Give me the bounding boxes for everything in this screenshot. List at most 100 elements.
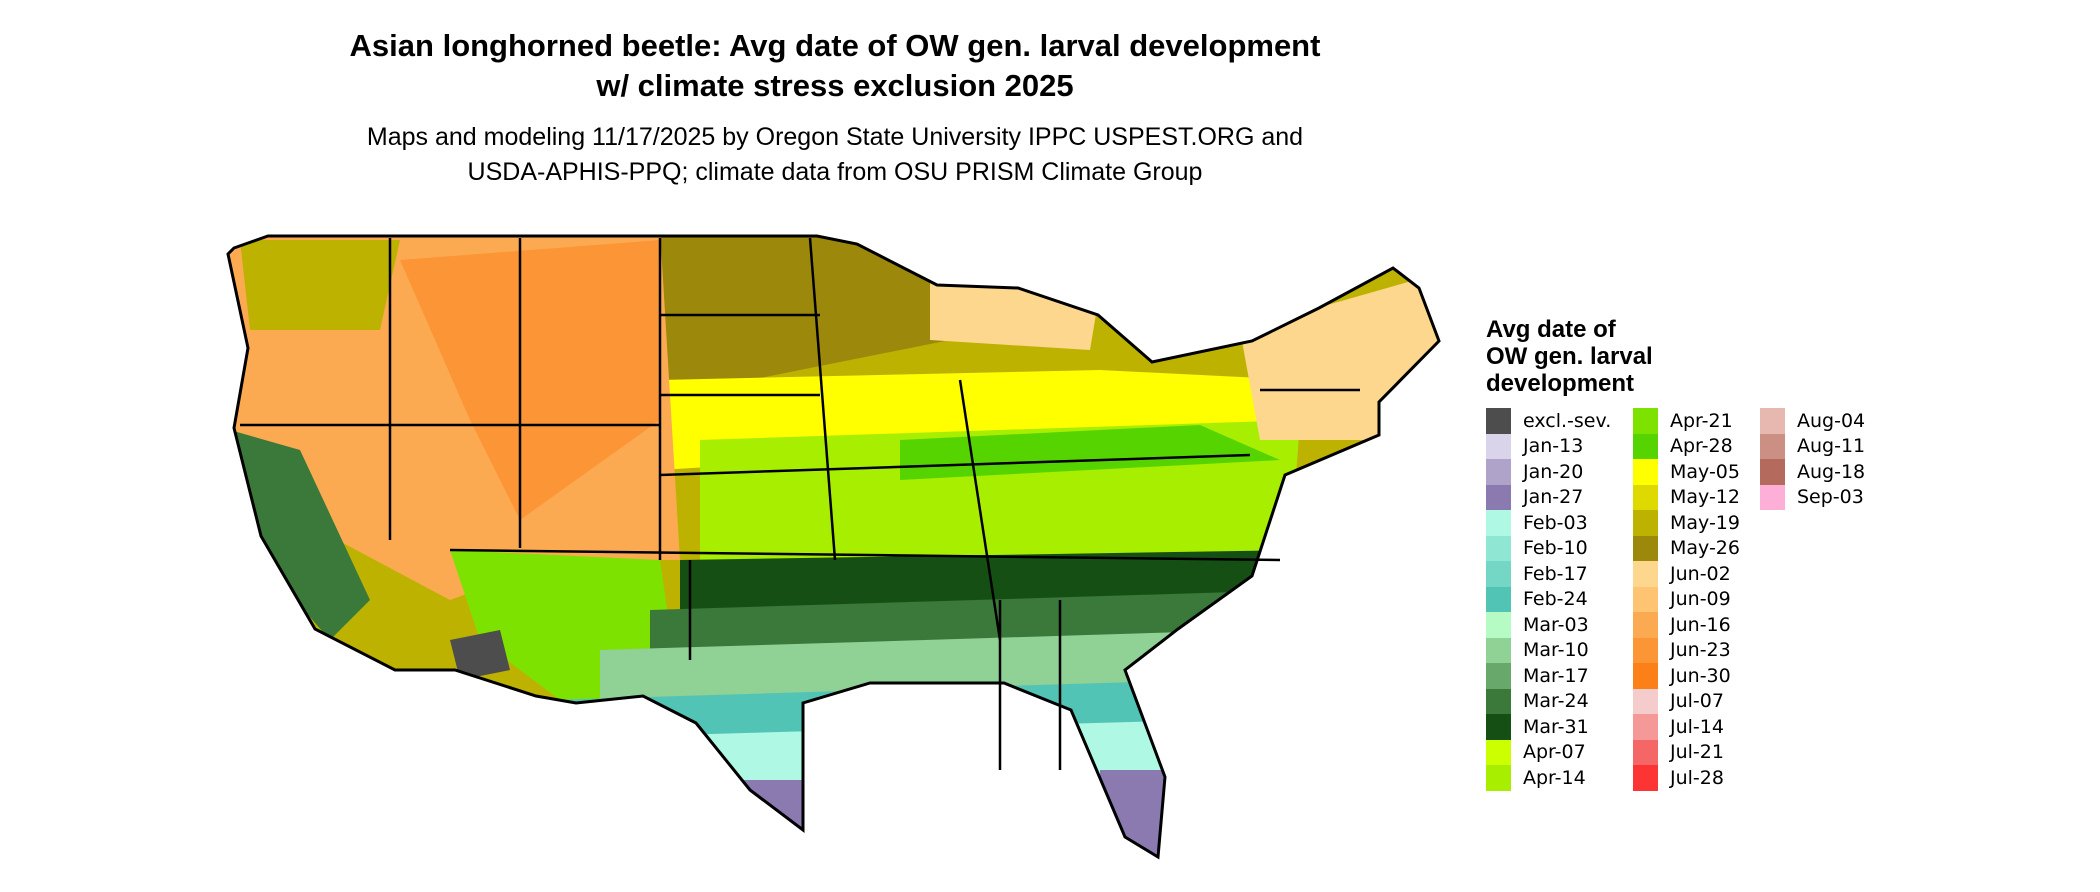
legend-swatch: [1633, 714, 1658, 740]
legend-column: Aug-04 Aug-11 Aug-18 Sep-03: [1760, 408, 1865, 791]
legend-swatch: [1633, 688, 1658, 714]
legend-item: May-12: [1633, 484, 1760, 510]
legend-label: Feb-17: [1523, 562, 1588, 585]
legend-label: Jul-28: [1670, 766, 1724, 789]
legend-swatch: [1633, 739, 1658, 765]
legend-column: excl.-sev. Jan-13 Jan-20 Jan-27 Feb-03 Feb-10…: [1486, 408, 1633, 791]
legend-item: Mar-10: [1486, 637, 1633, 663]
legend-swatch: [1633, 484, 1658, 510]
us-border: [226, 234, 1441, 860]
region-rockies: [400, 240, 660, 520]
legend-label: Sep-03: [1797, 486, 1864, 509]
legend-title-line: Avg date of: [1486, 316, 1616, 343]
legend-label: Apr-28: [1670, 435, 1733, 458]
map-title: Asian longhorned beetle: Avg date of OW …: [235, 26, 1435, 106]
legend-swatch: [1486, 561, 1511, 587]
legend-swatch: [1486, 714, 1511, 740]
legend-label: May-26: [1670, 537, 1740, 560]
legend-item: Mar-24: [1486, 688, 1633, 714]
legend-item: Jul-07: [1633, 688, 1760, 714]
map-subtitle-line1: Maps and modeling 11/17/2025 by Oregon S…: [366, 123, 1304, 151]
legend-item: Feb-17: [1486, 561, 1633, 587]
legend-swatch: [1633, 612, 1658, 638]
legend-label: Jun-09: [1670, 588, 1731, 611]
legend-item: Jun-09: [1633, 586, 1760, 612]
legend-swatch: [1633, 561, 1658, 587]
legend-item: Apr-28: [1633, 433, 1760, 459]
legend-item: Mar-31: [1486, 714, 1633, 740]
legend-swatch: [1486, 408, 1511, 434]
legend-item: Aug-04: [1760, 408, 1865, 434]
legend-swatch: [1486, 586, 1511, 612]
legend-item: Feb-03: [1486, 510, 1633, 536]
legend-swatch: [1486, 510, 1511, 536]
legend-swatch: [1486, 688, 1511, 714]
legend-item: Jul-21: [1633, 739, 1760, 765]
legend-title: Avg date of OW gen. larval development: [1486, 316, 1686, 397]
legend-item: Jun-02: [1633, 561, 1760, 587]
legend-title-line: OW gen. larval: [1486, 343, 1653, 370]
legend-swatch: [1486, 484, 1511, 510]
legend-item: Apr-21: [1633, 408, 1760, 434]
legend-item: Feb-10: [1486, 535, 1633, 561]
region-florida-tip: [1100, 770, 1200, 857]
legend-item: Sep-03: [1760, 484, 1865, 510]
legend-title-line: development: [1486, 370, 1635, 397]
region-az-excl: [450, 630, 510, 680]
legend-swatch: [1760, 484, 1785, 510]
legend-item: Aug-11: [1760, 433, 1866, 459]
legend-item: Jun-23: [1633, 637, 1760, 663]
legend-swatch: [1633, 408, 1658, 434]
legend-swatch: [1633, 535, 1658, 561]
legend-swatch: [1633, 663, 1658, 689]
legend-label: Apr-14: [1523, 766, 1586, 789]
legend-label: Jul-14: [1670, 715, 1724, 738]
legend-label: Mar-24: [1523, 690, 1589, 713]
legend-item: Aug-18: [1760, 459, 1865, 485]
legend-item: Jun-16: [1633, 612, 1760, 638]
legend-swatch: [1486, 612, 1511, 638]
map-title-line1: Asian longhorned beetle: Avg date of OW …: [349, 28, 1321, 63]
legend-item: Jun-30: [1633, 663, 1760, 689]
legend-swatch: [1486, 433, 1511, 459]
state-borders: [240, 237, 1360, 770]
legend-swatch: [1633, 765, 1658, 791]
legend-label: Mar-17: [1523, 664, 1589, 687]
legend-label: Feb-10: [1523, 537, 1588, 560]
legend-item: Jan-20: [1486, 459, 1633, 485]
legend-swatch: [1633, 510, 1658, 536]
legend-swatch: [1486, 535, 1511, 561]
legend-label: Jun-23: [1670, 639, 1731, 662]
legend-label: Aug-11: [1797, 435, 1866, 458]
region-upper-michigan: [930, 280, 1100, 350]
legend-label: May-12: [1670, 486, 1740, 509]
legend-swatch: [1486, 637, 1511, 663]
region-calcoast: [230, 430, 370, 640]
legend-item: excl.-sev.: [1486, 408, 1633, 434]
legend-label: Jan-27: [1523, 486, 1584, 509]
legend-label: Mar-10: [1523, 639, 1589, 662]
region-ohio-valley: [900, 425, 1280, 480]
legend-swatch: [1633, 459, 1658, 485]
legend-label: May-19: [1670, 511, 1740, 534]
legend-entries: excl.-sev. Jan-13 Jan-20 Jan-27 Feb-03 Feb-10…: [1486, 408, 1865, 791]
legend-swatch: [1486, 663, 1511, 689]
legend-item: Jan-13: [1486, 433, 1633, 459]
legend-label: Mar-31: [1523, 715, 1589, 738]
legend-item: May-26: [1633, 535, 1760, 561]
legend-swatch: [1486, 739, 1511, 765]
legend-label: Aug-18: [1797, 460, 1866, 483]
legend-swatch: [1760, 459, 1785, 485]
legend-label: Jan-13: [1523, 435, 1584, 458]
map-title-line2: w/ climate stress exclusion 2025: [596, 68, 1074, 103]
legend-label: Jul-07: [1670, 690, 1724, 713]
legend-item: Jan-27: [1486, 484, 1633, 510]
legend-item: Jul-28: [1633, 765, 1760, 791]
legend-label: excl.-sev.: [1523, 409, 1612, 432]
legend-label: Jan-20: [1523, 460, 1584, 483]
legend-swatch: [1633, 586, 1658, 612]
legend-swatch: [1633, 637, 1658, 663]
legend-item: May-19: [1633, 510, 1760, 536]
legend-swatch: [1633, 433, 1658, 459]
